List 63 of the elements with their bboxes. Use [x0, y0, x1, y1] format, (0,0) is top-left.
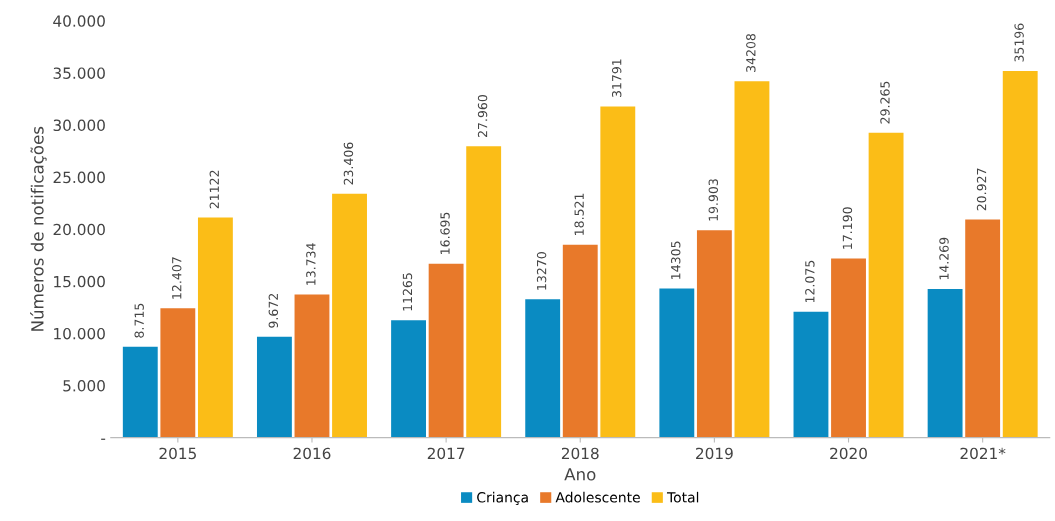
- bar: [927, 288, 963, 438]
- data-label: 27.960: [477, 95, 488, 138]
- bar: [332, 193, 367, 438]
- y-tick-label: 40.000: [53, 15, 105, 27]
- bar: [160, 308, 196, 438]
- bar: [466, 146, 502, 438]
- y-tick-label: -: [101, 438, 106, 440]
- bar: [197, 217, 233, 438]
- data-label: 14.269: [939, 237, 949, 280]
- legend-label: Adolescente: [555, 491, 640, 503]
- bar: [831, 258, 866, 438]
- data-label: 29.265: [880, 81, 890, 124]
- bar: [391, 320, 426, 438]
- y-tick-label: 20.000: [53, 223, 105, 236]
- bar: [868, 132, 904, 438]
- bar: [1002, 70, 1038, 438]
- bar: [600, 106, 636, 438]
- data-label: 13270: [536, 252, 547, 290]
- x-axis-title: Ano: [564, 468, 596, 481]
- x-tick-label: 2018: [561, 447, 599, 460]
- y-tick-label: 25.000: [53, 171, 105, 184]
- bar: [965, 219, 1001, 438]
- data-label: 12.407: [172, 257, 182, 299]
- bar: [256, 336, 292, 438]
- data-label: 18.521: [574, 193, 584, 235]
- data-label: 20.927: [976, 168, 987, 211]
- y-tick-label: 35.000: [53, 67, 105, 79]
- bar: [122, 346, 158, 438]
- data-label: 16.695: [440, 212, 450, 254]
- legend-label: Criança: [477, 491, 528, 506]
- data-label: 19.903: [708, 179, 719, 221]
- bar: [525, 299, 561, 438]
- data-label: 35196: [1014, 23, 1024, 62]
- y-tick-label: 5.000: [63, 380, 105, 392]
- data-label: 23.406: [343, 142, 354, 185]
- data-label: 13.734: [306, 243, 316, 285]
- data-label: 17.190: [842, 207, 853, 249]
- bar: [696, 230, 732, 438]
- data-label: 9.672: [268, 293, 279, 328]
- bar: [734, 81, 770, 438]
- x-tick-label: 2021*: [960, 447, 1006, 460]
- data-label: 31791: [611, 59, 622, 98]
- data-label: 21122: [209, 170, 219, 209]
- data-label: 14305: [671, 241, 681, 279]
- y-axis-title: Números de notificações: [30, 126, 47, 331]
- x-tick-label: 2016: [293, 447, 331, 460]
- y-tick-label: 15.000: [54, 275, 105, 288]
- y-tick-label: 30.000: [53, 119, 105, 132]
- data-label: 34208: [746, 33, 756, 72]
- bar: [428, 263, 464, 438]
- x-tick-label: 2020: [830, 447, 867, 460]
- data-label: 12.075: [805, 260, 815, 303]
- bar: [793, 311, 829, 438]
- y-tick-label: 10.000: [54, 327, 105, 340]
- x-tick-label: 2019: [696, 447, 733, 460]
- bar: [294, 294, 330, 438]
- x-tick-label: 2015: [159, 447, 196, 460]
- data-label: 11265: [402, 273, 413, 311]
- legend-label: Total: [666, 491, 699, 503]
- bar: [659, 288, 695, 438]
- x-tick-label: 2017: [427, 447, 465, 460]
- bar: [562, 244, 598, 438]
- data-label: 8.715: [134, 303, 144, 338]
